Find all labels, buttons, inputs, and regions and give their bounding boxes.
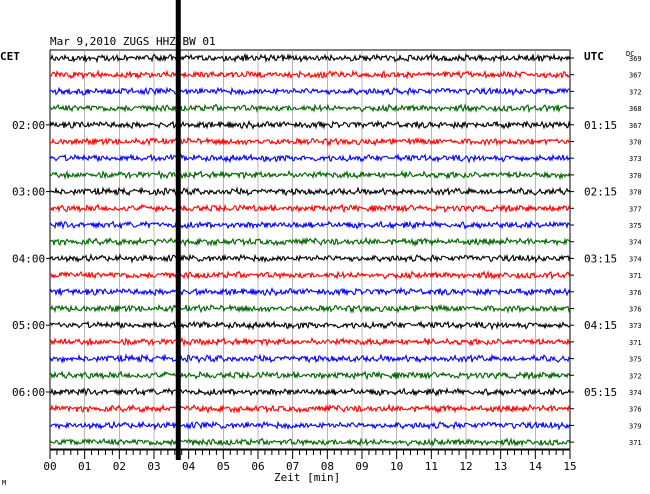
x-tick-label-13: 13 (494, 460, 507, 473)
x-tick-label-05: 05 (217, 460, 230, 473)
trace-row-19 (49, 353, 571, 364)
trace-row-20 (49, 370, 571, 381)
dc-offset-value: 370 (629, 172, 642, 180)
x-tick-label-03: 03 (147, 460, 160, 473)
trace-row-15 (49, 286, 571, 297)
x-tick-label-11: 11 (425, 460, 438, 473)
dc-offset-value: 375 (629, 356, 642, 364)
trace-row-8 (49, 169, 571, 181)
dc-offset-value: 371 (629, 339, 642, 347)
utc-hour-label: 04:15 (584, 319, 617, 332)
dc-offset-value: 372 (629, 372, 642, 380)
x-tick-label-06: 06 (251, 460, 264, 473)
trace-row-21 (49, 386, 571, 397)
cet-hour-label: 04:00 (12, 252, 45, 265)
trace-row-18 (49, 336, 571, 348)
trace-row-22 (49, 403, 571, 415)
trace-row-7 (49, 153, 571, 164)
dc-offset-value: 373 (629, 155, 642, 163)
dc-offset-value: 376 (629, 289, 642, 297)
dc-offset-value: 379 (629, 422, 642, 430)
right-timezone-label: UTC (584, 50, 604, 63)
plot-frame (49, 49, 571, 450)
dc-offset-header: DC (626, 50, 635, 58)
dc-offset-value: 374 (629, 239, 642, 247)
x-tick-label-02: 02 (113, 460, 126, 473)
trace-row-23 (49, 420, 571, 431)
trace-row-9 (49, 186, 571, 197)
utc-hour-label: 02:15 (584, 186, 617, 199)
dc-offset-value: 367 (629, 72, 642, 80)
utc-hour-label: 05:15 (584, 386, 617, 399)
dc-offset-value: 368 (629, 105, 642, 113)
x-tick-label-14: 14 (529, 460, 543, 473)
cet-hour-label: 02:00 (12, 119, 45, 132)
corner-mark: M (2, 479, 7, 487)
dc-offset-value: 371 (629, 272, 642, 280)
x-tick-label-04: 04 (182, 460, 196, 473)
trace-row-24 (49, 437, 571, 448)
trace-row-14 (49, 270, 571, 281)
trace-row-16 (49, 303, 571, 314)
dc-offset-value: 375 (629, 222, 642, 230)
trace-row-11 (49, 219, 571, 230)
dc-offset-value: 367 (629, 122, 642, 130)
x-tick-label-01: 01 (78, 460, 91, 473)
trace-row-12 (49, 236, 571, 248)
x-tick-label-09: 09 (355, 460, 368, 473)
dc-offset-value: 371 (629, 439, 642, 447)
x-tick-label-07: 07 (286, 460, 299, 473)
cet-hour-label: 05:00 (12, 319, 45, 332)
x-axis-label: Zeit [min] (274, 471, 341, 484)
x-tick-label-10: 10 (390, 460, 403, 473)
dc-offset-value: 376 (629, 406, 642, 414)
utc-hour-label: 01:15 (584, 119, 617, 132)
cet-hour-label: 06:00 (12, 386, 45, 399)
chart-title: Mar 9,2010 ZUGS HHZ BW 01 (50, 35, 216, 48)
dc-offset-value: 370 (629, 139, 642, 147)
trace-row-5 (49, 119, 571, 130)
dc-offset-value: 373 (629, 322, 642, 330)
trace-row-17 (49, 320, 571, 331)
dc-offset-value: 374 (629, 255, 642, 263)
left-timezone-label: CET (0, 50, 20, 63)
dc-offset-value: 372 (629, 88, 642, 96)
trace-row-10 (49, 203, 571, 214)
x-tick-label-00: 00 (43, 460, 56, 473)
dc-offset-value: 377 (629, 205, 642, 213)
trace-row-13 (49, 253, 571, 264)
dc-offset-value: 378 (629, 189, 642, 197)
x-tick-label-15: 15 (563, 460, 576, 473)
trace-row-3 (49, 86, 571, 97)
cet-hour-label: 03:00 (12, 186, 45, 199)
dc-offset-value: 376 (629, 306, 642, 314)
utc-hour-label: 03:15 (584, 252, 617, 265)
trace-row-1 (49, 52, 571, 64)
trace-row-2 (49, 69, 571, 81)
trace-row-4 (49, 103, 571, 114)
x-tick-label-12: 12 (459, 460, 472, 473)
x-tick-label-08: 08 (321, 460, 334, 473)
dc-offset-value: 369 (629, 55, 642, 63)
trace-row-6 (49, 136, 571, 147)
dc-offset-value: 374 (629, 389, 642, 397)
